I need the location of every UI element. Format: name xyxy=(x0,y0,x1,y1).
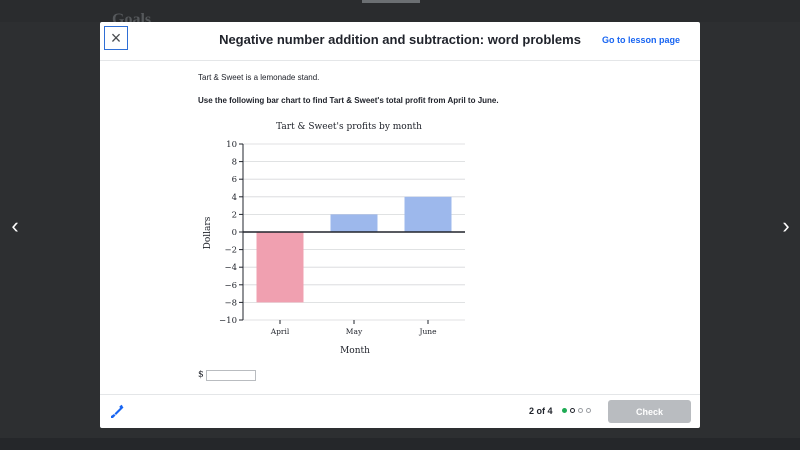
y-tick-label-3: 4 xyxy=(232,193,237,203)
progress-dot-3 xyxy=(578,408,583,413)
background-bottom-bar xyxy=(0,438,800,450)
y-tick-label-6: −2 xyxy=(224,246,237,256)
chart-svg: Tart & Sweet's profits by month April May J… xyxy=(203,122,465,356)
y-tick-label-9: −8 xyxy=(224,298,237,308)
progress-dots xyxy=(562,408,591,413)
x-tick-label-april: April xyxy=(270,327,290,336)
close-icon: × xyxy=(110,28,122,48)
bar-may xyxy=(330,214,378,232)
y-tick-label-5: 0 xyxy=(232,228,237,238)
progress-dot-4 xyxy=(586,408,591,413)
y-axis-label: Dollars xyxy=(203,216,213,249)
modal-header: × Negative number addition and subtracti… xyxy=(100,22,700,61)
chart-title: Tart & Sweet's profits by month xyxy=(276,122,422,132)
y-tick-label-8: −6 xyxy=(224,281,237,291)
go-to-lesson-link[interactable]: Go to lesson page xyxy=(601,35,680,45)
pencil-brush-icon xyxy=(111,404,124,418)
exercise-modal: × Negative number addition and subtracti… xyxy=(100,22,700,428)
modal-footer: 2 of 4 Check xyxy=(100,394,700,429)
background-top-strip xyxy=(0,0,800,22)
question-intro: Tart & Sweet is a lemonade stand. xyxy=(198,73,320,82)
y-tick-label-10: −10 xyxy=(219,316,237,326)
answer-input[interactable] xyxy=(205,369,256,381)
answer-row: $ xyxy=(198,368,256,382)
x-tick-label-may: May xyxy=(346,327,363,336)
x-tick-label-june: June xyxy=(418,327,437,336)
x-axis-label: Month xyxy=(340,346,370,356)
progress-text: 2 of 4 xyxy=(529,406,553,416)
next-arrow-icon[interactable]: › xyxy=(782,213,790,238)
y-tick-label-7: −4 xyxy=(224,263,237,273)
check-button[interactable]: Check xyxy=(608,400,691,423)
question-prompt: Use the following bar chart to find Tart… xyxy=(198,96,499,105)
scratchpad-button[interactable] xyxy=(108,403,126,421)
progress-dot-2 xyxy=(570,408,575,413)
y-tick-label-2: 6 xyxy=(232,175,237,185)
bar-april xyxy=(256,232,304,303)
previous-arrow-icon[interactable]: ‹ xyxy=(11,213,19,238)
y-tick-label-0: 10 xyxy=(226,140,237,150)
bar-june xyxy=(404,196,452,232)
modal-title: Negative number addition and subtraction… xyxy=(219,32,581,47)
currency-symbol: $ xyxy=(198,370,204,380)
close-button[interactable]: × xyxy=(104,26,128,50)
y-tick-label-4: 2 xyxy=(232,210,237,220)
progress-dot-1 xyxy=(562,408,567,413)
y-tick-label-1: 8 xyxy=(232,158,237,168)
bar-chart: Tart & Sweet's profits by month April May J… xyxy=(190,112,480,360)
background-top-line xyxy=(362,0,420,3)
